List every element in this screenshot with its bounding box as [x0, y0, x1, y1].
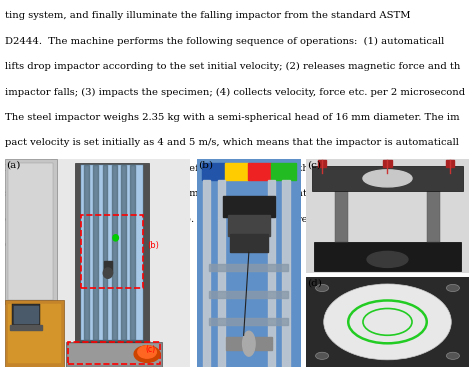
Bar — [103, 165, 107, 340]
Bar — [84, 165, 89, 340]
Text: ting system, and finally illuminate the falling impactor from the standard ASTM: ting system, and finally illuminate the … — [5, 11, 410, 20]
Bar — [209, 291, 289, 298]
Text: (c): (c) — [307, 160, 321, 169]
Bar — [104, 261, 112, 273]
Text: The steel impactor weighs 2.35 kg with a semi-spherical head of 16 mm diameter. : The steel impactor weighs 2.35 kg with a… — [5, 113, 459, 122]
Bar — [68, 341, 160, 364]
Circle shape — [113, 235, 118, 241]
Text: impactor falls; (3) impacts the specimen; (4) collects velocity, force etc. per : impactor falls; (3) impacts the specimen… — [5, 88, 465, 96]
Bar — [446, 160, 454, 167]
Text: during the collision.: during the collision. — [5, 240, 106, 249]
Bar — [202, 163, 225, 180]
Circle shape — [447, 352, 459, 359]
Text: D2444.  The machine performs the following sequence of operations:  (1) automati: D2444. The machine performs the followin… — [5, 37, 444, 46]
Bar — [335, 191, 348, 242]
Bar — [10, 325, 42, 330]
Text: (d): (d) — [307, 278, 322, 287]
Bar — [226, 337, 272, 350]
Text: coincides with the center of the hole. The supporter ensures complete energy con: coincides with the center of the hole. T… — [5, 215, 453, 224]
Ellipse shape — [363, 170, 412, 187]
Bar — [81, 215, 143, 288]
Bar — [228, 215, 270, 236]
Bar — [81, 165, 143, 340]
Bar — [5, 159, 56, 304]
Bar — [66, 341, 162, 367]
Bar — [268, 180, 275, 367]
Bar — [51, 159, 190, 367]
Bar — [5, 300, 64, 367]
Bar — [248, 163, 271, 180]
Bar — [121, 165, 126, 340]
Circle shape — [243, 331, 255, 356]
Bar — [223, 196, 275, 217]
Bar — [9, 163, 53, 300]
Bar — [68, 344, 160, 364]
Bar — [14, 306, 38, 323]
Bar — [383, 160, 392, 167]
Text: (b): (b) — [147, 241, 159, 250]
Text: pact velocity is set initially as 4 and 5 m/s, which means that the impactor is : pact velocity is set initially as 4 and … — [5, 138, 459, 147]
Bar — [12, 304, 40, 325]
Bar — [427, 191, 440, 242]
Bar — [75, 163, 149, 341]
Text: lifts drop impactor according to the set initial velocity; (2) releases magnetic: lifts drop impactor according to the set… — [5, 62, 460, 71]
Text: (c): (c) — [145, 345, 155, 354]
Bar — [203, 180, 210, 367]
Bar — [209, 264, 289, 271]
Bar — [318, 160, 326, 167]
Circle shape — [316, 352, 328, 359]
Bar — [271, 163, 296, 180]
Text: (a): (a) — [7, 161, 21, 170]
Ellipse shape — [138, 346, 156, 358]
Text: supporter with a circular hole of 70 mm diameter. The center of the specimen com: supporter with a circular hole of 70 mm … — [5, 189, 454, 198]
Text: lifted with the appropriate height. Before impact testing, the specimen is clamp: lifted with the appropriate height. Befo… — [5, 164, 453, 173]
Circle shape — [447, 284, 459, 292]
Bar — [93, 165, 98, 340]
Ellipse shape — [134, 346, 160, 362]
Bar — [230, 234, 268, 252]
Bar — [130, 165, 135, 340]
Bar — [314, 242, 461, 271]
Bar — [9, 304, 60, 362]
Circle shape — [316, 284, 328, 292]
Bar — [312, 166, 463, 191]
Circle shape — [103, 268, 112, 278]
Bar — [225, 163, 248, 180]
Ellipse shape — [324, 284, 451, 360]
Bar — [282, 180, 290, 367]
Ellipse shape — [367, 251, 408, 267]
Bar — [218, 180, 225, 367]
Bar — [112, 165, 117, 340]
Bar — [209, 318, 289, 325]
Text: (b): (b) — [198, 161, 213, 170]
